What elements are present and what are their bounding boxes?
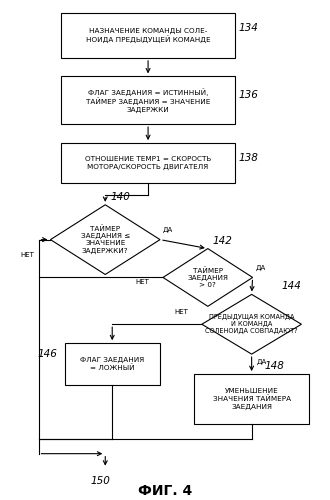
Text: ФИГ. 4: ФИГ. 4 [138, 484, 192, 498]
Text: 150: 150 [90, 476, 110, 486]
Text: ПРЕДЫДУЩАЯ КОМАНДА
И КОМАНДА
СОЛЕНОИДА СОВПАДАЮТ?: ПРЕДЫДУЩАЯ КОМАНДА И КОМАНДА СОЛЕНОИДА С… [205, 314, 298, 334]
Text: ДА: ДА [257, 359, 267, 365]
Polygon shape [163, 248, 253, 306]
Text: НЕТ: НЕТ [174, 310, 188, 316]
Text: 138: 138 [238, 153, 258, 163]
Text: 146: 146 [37, 349, 57, 359]
Bar [61, 143, 235, 183]
Text: 140: 140 [110, 192, 130, 202]
Text: ТАЙМЕР
ЗАЕДАНИЯ
> 0?: ТАЙМЕР ЗАЕДАНИЯ > 0? [187, 267, 228, 288]
Bar [61, 13, 235, 58]
Text: НЕТ: НЕТ [20, 252, 35, 258]
Text: 136: 136 [238, 90, 258, 101]
Polygon shape [50, 205, 160, 274]
Bar [194, 374, 309, 424]
Text: 142: 142 [213, 236, 233, 246]
Text: 144: 144 [281, 282, 301, 292]
Text: ТАЙМЕР
ЗАЕДАНИЯ ≤
ЗНАЧЕНИЕ
ЗАДЕРЖКИ?: ТАЙМЕР ЗАЕДАНИЯ ≤ ЗНАЧЕНИЕ ЗАДЕРЖКИ? [81, 226, 130, 254]
Text: УМЕНЬШЕНИЕ
ЗНАЧЕНИЯ ТАЙМЕРА
ЗАЕДАНИЯ: УМЕНЬШЕНИЕ ЗНАЧЕНИЯ ТАЙМЕРА ЗАЕДАНИЯ [213, 388, 291, 409]
Text: 134: 134 [238, 22, 258, 32]
Polygon shape [202, 294, 301, 354]
Text: 148: 148 [264, 361, 284, 371]
Text: НЕТ: НЕТ [135, 280, 149, 285]
Bar [65, 343, 159, 385]
Bar [61, 76, 235, 124]
Text: ОТНОШЕНИЕ ТЕМР1 = СКОРОСТЬ
МОТОРА/СКОРОСТЬ ДВИГАТЕЛЯ: ОТНОШЕНИЕ ТЕМР1 = СКОРОСТЬ МОТОРА/СКОРОС… [85, 156, 211, 170]
Text: ФЛАГ ЗАЕДАНИЯ = ИСТИННЫЙ,
ТАЙМЕР ЗАЕДАНИЯ = ЗНАЧЕНИЕ
ЗАДЕРЖКИ: ФЛАГ ЗАЕДАНИЯ = ИСТИННЫЙ, ТАЙМЕР ЗАЕДАНИ… [86, 88, 210, 112]
Text: ФЛАГ ЗАЕДАНИЯ
= ЛОЖНЫЙ: ФЛАГ ЗАЕДАНИЯ = ЛОЖНЫЙ [80, 357, 144, 371]
Text: ДА: ДА [163, 226, 173, 232]
Text: НАЗНАЧЕНИЕ КОМАНДЫ СОЛЕ-
НОИДА ПРЕДЫДУЩЕЙ КОМАНДЕ: НАЗНАЧЕНИЕ КОМАНДЫ СОЛЕ- НОИДА ПРЕДЫДУЩЕ… [86, 28, 211, 44]
Text: ДА: ДА [256, 264, 266, 270]
